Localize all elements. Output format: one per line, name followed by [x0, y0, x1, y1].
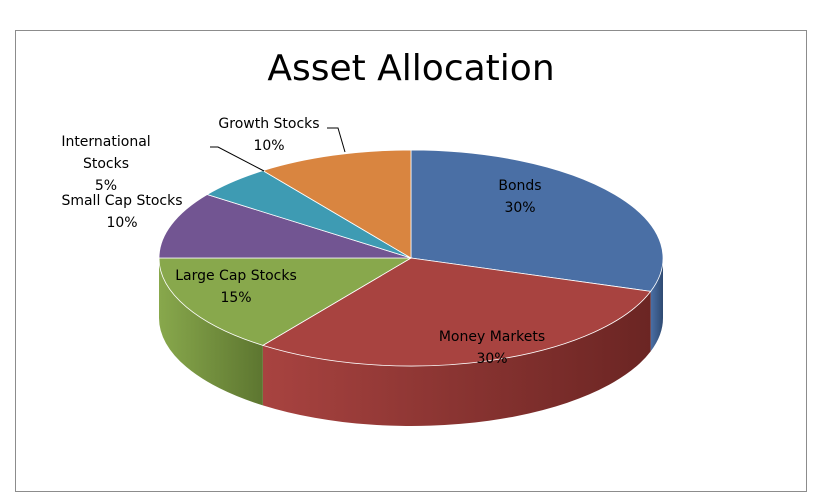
pie-slices: [158, 149, 664, 367]
slice-value-label-international-stocks: 5%: [95, 178, 117, 194]
slice-labels: Bonds 30% Money Markets 30% Large Cap Stocks…: [61, 116, 545, 367]
leader-lines: [210, 127, 346, 172]
slice-side-large-cap-stocks: [159, 258, 263, 406]
slice-small-cap-stocks: [158, 194, 412, 259]
leader-line-growth-stocks: [327, 127, 346, 153]
slice-money-markets: [261, 257, 652, 367]
slice-value-label-growth-stocks: 10%: [253, 138, 284, 154]
slice-bonds: [410, 149, 664, 292]
slice-value-label-bonds: 30%: [504, 200, 535, 216]
pie-sides: [159, 258, 663, 427]
slice-side-bonds: [650, 258, 663, 352]
slice-side-money-markets: [262, 291, 651, 427]
slice-growth-stocks: [261, 149, 412, 259]
slice-label-small-cap-stocks: Small Cap Stocks: [61, 193, 182, 209]
slice-label-international-stocks: International: [61, 134, 150, 150]
slice-value-label-small-cap-stocks: 10%: [106, 215, 137, 231]
slice-label-bonds: Bonds: [498, 178, 541, 194]
leader-line-international-stocks: [210, 146, 265, 172]
slice-large-cap-stocks: [158, 257, 413, 346]
chart-title: Asset Allocation: [267, 48, 555, 89]
slice-label-growth-stocks: Growth Stocks: [218, 116, 319, 132]
slice-value-label-money-markets: 30%: [476, 351, 507, 367]
slice-label-international-stocks: Stocks: [83, 156, 129, 172]
slice-value-label-large-cap-stocks: 15%: [220, 290, 251, 306]
slice-label-large-cap-stocks: Large Cap Stocks: [175, 268, 297, 284]
slice-label-money-markets: Money Markets: [439, 329, 545, 345]
